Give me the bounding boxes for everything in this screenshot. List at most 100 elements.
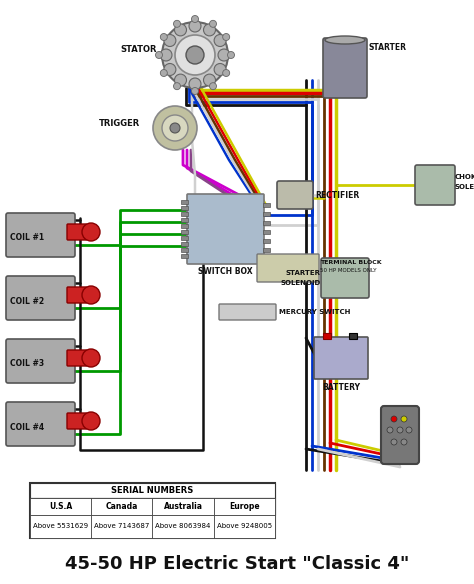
Circle shape: [397, 427, 403, 433]
Text: Europe: Europe: [229, 502, 260, 511]
Circle shape: [160, 69, 167, 77]
Bar: [153, 498, 214, 515]
Circle shape: [210, 83, 217, 90]
Circle shape: [210, 20, 217, 27]
FancyBboxPatch shape: [381, 406, 419, 464]
Text: U.S.A: U.S.A: [49, 502, 72, 511]
FancyBboxPatch shape: [67, 350, 87, 366]
FancyBboxPatch shape: [6, 402, 75, 446]
FancyBboxPatch shape: [6, 276, 75, 320]
Bar: [181, 200, 188, 204]
Circle shape: [160, 33, 167, 40]
Text: TERMINAL BLOCK: TERMINAL BLOCK: [320, 260, 382, 266]
Text: COIL #1: COIL #1: [10, 234, 44, 242]
FancyBboxPatch shape: [321, 258, 369, 298]
Circle shape: [203, 74, 216, 86]
Bar: [323, 333, 331, 339]
Circle shape: [162, 115, 188, 141]
Circle shape: [391, 416, 397, 422]
Bar: [263, 230, 270, 234]
Circle shape: [164, 64, 176, 75]
Text: MERCURY SWITCH: MERCURY SWITCH: [279, 309, 350, 315]
Circle shape: [170, 123, 180, 133]
Text: SERIAL NUMBERS: SERIAL NUMBERS: [111, 486, 193, 495]
Circle shape: [186, 46, 204, 64]
Text: Above 7143687: Above 7143687: [94, 523, 150, 530]
Circle shape: [175, 35, 215, 75]
Circle shape: [189, 20, 201, 32]
Circle shape: [82, 223, 100, 241]
Text: RECTIFIER: RECTIFIER: [315, 190, 359, 200]
Circle shape: [82, 349, 100, 367]
FancyBboxPatch shape: [219, 304, 276, 320]
Text: SOLENOID: SOLENOID: [455, 184, 474, 190]
Bar: [91, 498, 153, 515]
Circle shape: [406, 427, 412, 433]
Text: 45-50 HP Electric Start "Classic 4": 45-50 HP Electric Start "Classic 4": [65, 555, 409, 573]
Circle shape: [228, 51, 235, 58]
Bar: [349, 333, 357, 339]
Circle shape: [164, 34, 176, 47]
FancyBboxPatch shape: [277, 181, 313, 209]
Bar: [181, 218, 188, 222]
Circle shape: [214, 34, 226, 47]
Bar: [263, 212, 270, 216]
Circle shape: [162, 22, 228, 88]
FancyBboxPatch shape: [6, 213, 75, 257]
Text: CHOKE: CHOKE: [455, 174, 474, 180]
Bar: [181, 206, 188, 210]
Bar: [181, 236, 188, 240]
FancyBboxPatch shape: [67, 413, 87, 429]
FancyBboxPatch shape: [6, 339, 75, 383]
Bar: [181, 212, 188, 216]
Circle shape: [223, 33, 230, 40]
Text: SOLENOID: SOLENOID: [281, 280, 321, 286]
Text: Australia: Australia: [164, 502, 202, 511]
FancyBboxPatch shape: [415, 165, 455, 205]
Bar: [91, 515, 153, 538]
FancyBboxPatch shape: [257, 254, 319, 282]
Bar: [263, 248, 270, 252]
Text: STARTER: STARTER: [369, 43, 407, 53]
FancyBboxPatch shape: [187, 194, 264, 264]
Bar: [181, 242, 188, 246]
FancyBboxPatch shape: [67, 224, 87, 240]
Circle shape: [214, 64, 226, 75]
Bar: [153, 515, 214, 538]
Bar: [263, 239, 270, 243]
Text: STATOR: STATOR: [120, 46, 157, 54]
Text: STARTER: STARTER: [286, 270, 321, 276]
Bar: [181, 254, 188, 258]
FancyBboxPatch shape: [323, 38, 367, 98]
Bar: [30, 498, 275, 515]
Text: 50 HP MODELS ONLY: 50 HP MODELS ONLY: [320, 269, 376, 273]
Circle shape: [191, 88, 199, 95]
Circle shape: [155, 51, 163, 58]
Circle shape: [218, 49, 230, 61]
Bar: [30, 498, 91, 515]
Bar: [263, 203, 270, 207]
Text: TRIGGER: TRIGGER: [99, 119, 140, 127]
Circle shape: [174, 24, 186, 36]
Circle shape: [153, 106, 197, 150]
FancyBboxPatch shape: [67, 287, 87, 303]
Circle shape: [82, 412, 100, 430]
Bar: [30, 483, 275, 498]
Bar: [214, 515, 275, 538]
Bar: [181, 224, 188, 228]
Circle shape: [173, 83, 181, 90]
Bar: [30, 515, 91, 538]
Text: BATTERY: BATTERY: [322, 383, 360, 391]
Bar: [263, 221, 270, 225]
Text: COIL #4: COIL #4: [10, 422, 44, 432]
Bar: [181, 230, 188, 234]
Circle shape: [160, 49, 172, 61]
Circle shape: [401, 416, 407, 422]
Text: SWITCH BOX: SWITCH BOX: [198, 266, 253, 276]
Text: Above 5531629: Above 5531629: [33, 523, 88, 530]
Text: COIL #3: COIL #3: [10, 360, 44, 369]
Circle shape: [189, 78, 201, 90]
Text: Above 8063984: Above 8063984: [155, 523, 211, 530]
Circle shape: [191, 16, 199, 23]
Text: Above 9248005: Above 9248005: [217, 523, 272, 530]
